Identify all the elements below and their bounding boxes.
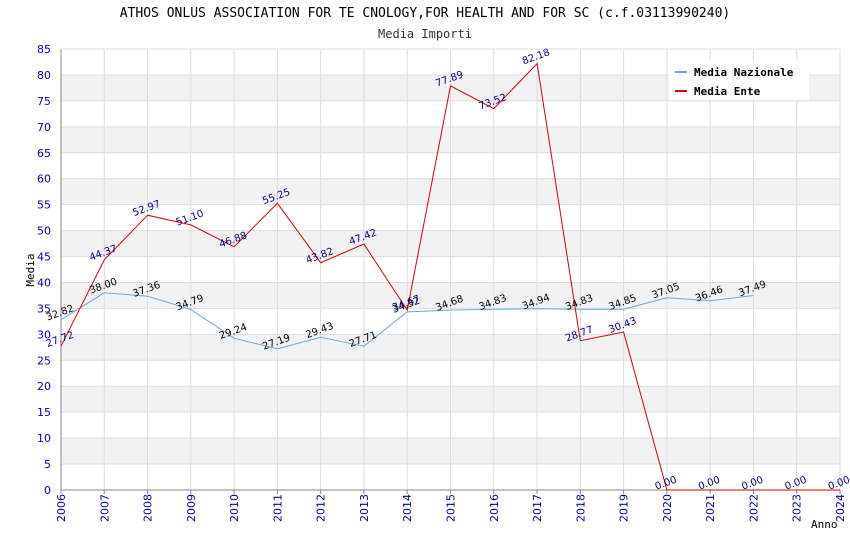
y-tick-label: 40 xyxy=(37,276,51,289)
y-tick-label: 45 xyxy=(37,251,51,264)
x-tick-label: 2016 xyxy=(488,494,501,522)
x-tick-label: 2019 xyxy=(618,494,631,522)
y-tick-label: 20 xyxy=(37,380,51,393)
y-axis-label: Media xyxy=(24,253,37,286)
series-line-media-nazionale xyxy=(60,292,754,350)
y-tick-label: 60 xyxy=(37,173,51,186)
y-tick-label: 10 xyxy=(37,432,51,445)
data-label-ente: 51.10 xyxy=(175,208,206,228)
x-tick-label: 2009 xyxy=(185,494,198,522)
legend: Media Nazionale Media Ente xyxy=(669,60,809,100)
grid-lines xyxy=(60,48,841,491)
y-tick-label: 80 xyxy=(37,69,51,82)
x-tick-label: 2014 xyxy=(401,494,414,522)
y-tick-label: 65 xyxy=(37,147,51,160)
series-line-media-ente xyxy=(60,62,840,491)
x-tick-label: 2008 xyxy=(142,494,155,522)
x-tick-label: 2011 xyxy=(271,494,284,522)
x-tick-label: 2023 xyxy=(791,494,804,522)
x-tick-label: 2017 xyxy=(531,494,544,522)
x-tick-label: 2018 xyxy=(574,494,587,522)
data-label-ente: 30.43 xyxy=(607,316,638,336)
y-tick-label: 15 xyxy=(37,406,51,419)
legend-label: Media Nazionale xyxy=(694,66,794,79)
series-lines xyxy=(60,62,840,491)
x-tick-label: 2012 xyxy=(315,494,328,522)
y-tick-label: 25 xyxy=(37,354,51,367)
x-axis-label: Anno xyxy=(811,518,838,531)
x-tick-label: 2024 xyxy=(834,494,847,522)
legend-label: Media Ente xyxy=(694,85,761,98)
y-tick-label: 35 xyxy=(37,302,51,315)
y-tick-label: 5 xyxy=(44,458,51,471)
x-tick-label: 2013 xyxy=(358,494,371,522)
legend-box xyxy=(669,60,809,100)
y-tick-labels: 0 5 10 15 20 25 30 35 40 45 50 55 60 65 70 75 80 85 xyxy=(37,43,51,497)
chart-subtitle: Media Importi xyxy=(378,27,472,41)
x-tick-label: 2015 xyxy=(445,494,458,522)
y-tick-label: 85 xyxy=(37,43,51,56)
x-tick-label: 2006 xyxy=(55,494,68,522)
x-tick-labels: 2006 2007 2008 2009 2010 2011 2012 2013 2014 2015… xyxy=(55,494,847,522)
y-tick-label: 50 xyxy=(37,225,51,238)
x-tick-label: 2020 xyxy=(661,494,674,522)
chart-title: ATHOS ONLUS ASSOCIATION FOR TE CNOLOGY,F… xyxy=(119,6,731,21)
x-tick-label: 2007 xyxy=(98,494,111,522)
y-tick-label: 70 xyxy=(37,121,51,134)
y-tick-label: 55 xyxy=(37,199,51,212)
x-tick-label: 2021 xyxy=(704,494,717,522)
y-tick-label: 0 xyxy=(44,484,51,497)
x-tick-label: 2010 xyxy=(228,494,241,522)
x-tick-label: 2022 xyxy=(747,494,760,522)
y-tick-label: 30 xyxy=(37,328,51,341)
y-tick-label: 75 xyxy=(37,95,51,108)
